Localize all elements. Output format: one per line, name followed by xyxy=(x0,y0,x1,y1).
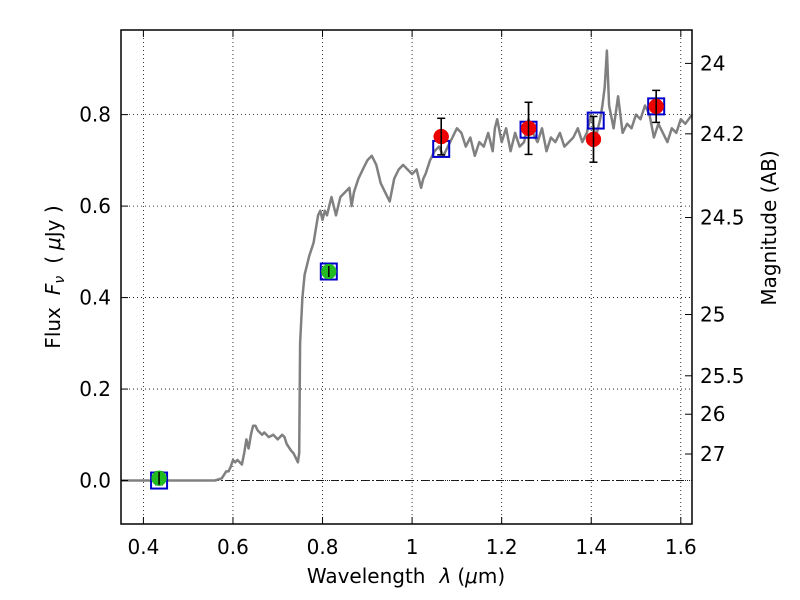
y2-tick-label: 26 xyxy=(700,402,725,426)
y-tick-label: 0.6 xyxy=(79,194,111,218)
y2-tick-label: 27 xyxy=(700,442,725,466)
y2-tick-label: 24.2 xyxy=(700,122,745,146)
model-spectrum-line xyxy=(121,49,694,482)
y2-tick-label: 24 xyxy=(700,51,725,75)
x-tick-label: 0.8 xyxy=(307,535,339,559)
y-tick-label: 0.8 xyxy=(79,103,111,127)
y2-tick-label: 25 xyxy=(700,303,725,327)
tick-layer: 0.4 0.6 0.8 1 1.2 1.4 1.6 0.0 0.2 0.4 0.6 0.8 24 24.2… xyxy=(79,30,745,559)
grid-layer xyxy=(121,30,692,524)
y-tick-label: 0.2 xyxy=(79,377,111,401)
model-photometry-square xyxy=(586,111,605,130)
x-tick-label: 1.6 xyxy=(665,535,697,559)
x-tick-label: 0.4 xyxy=(127,535,159,559)
y2-axis-title: Magnitude (AB) xyxy=(757,150,781,305)
x-tick-label: 1.2 xyxy=(486,535,518,559)
y-tick-label: 0.0 xyxy=(79,469,111,493)
y-axis-title: FluxFν(μJy ) xyxy=(41,205,68,348)
x-axis-title: Wavelength λ (μm) xyxy=(307,564,505,588)
x-tick-label: 1.4 xyxy=(575,535,607,559)
y2-tick-label: 24.5 xyxy=(700,206,745,230)
x-tick-label: 1 xyxy=(406,535,419,559)
spectrum-layer xyxy=(121,49,694,482)
model-photometry-square xyxy=(319,262,338,281)
y-tick-label: 0.4 xyxy=(79,286,111,310)
marker-layer xyxy=(150,89,666,490)
y2-tick-label: 25.5 xyxy=(700,364,745,388)
x-tick-label: 0.6 xyxy=(217,535,249,559)
plot-frame xyxy=(120,29,693,525)
